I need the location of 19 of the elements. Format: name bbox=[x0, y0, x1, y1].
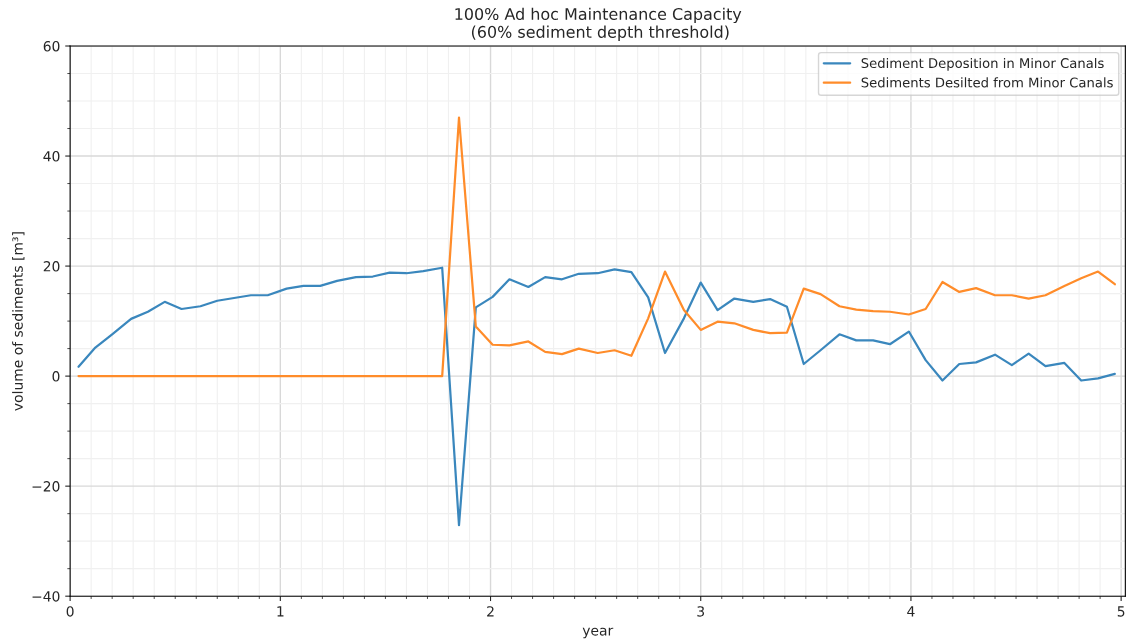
x-tick-label: 1 bbox=[277, 606, 284, 617]
x-tick-label: 0 bbox=[66, 606, 74, 617]
y-axis-title: volume of sediments [m³] bbox=[12, 232, 25, 411]
y-tick-label: −40 bbox=[32, 591, 60, 602]
x-tick-label: 3 bbox=[697, 606, 705, 617]
y-tick-label: 20 bbox=[43, 261, 60, 272]
x-axis-title: year bbox=[582, 627, 614, 639]
y-tick-label: 0 bbox=[52, 371, 60, 382]
line-series bbox=[77, 116, 1116, 378]
x-tick-label: 2 bbox=[487, 606, 494, 617]
legend-label: Sediments Desilted from Minor Canals bbox=[861, 77, 1113, 88]
y-tick-label: 40 bbox=[43, 151, 60, 162]
x-tick-label: 4 bbox=[907, 606, 915, 617]
legend-label: Sediment Deposition in Minor Canals bbox=[861, 57, 1104, 71]
y-tick-label: 60 bbox=[43, 40, 60, 52]
line-series bbox=[77, 266, 1116, 527]
x-tick-label: 5 bbox=[1117, 606, 1125, 617]
y-tick-label: −20 bbox=[32, 481, 60, 492]
chart-title: 100% Ad hoc Maintenance Capacity (60% sediment depth threshold) bbox=[455, 7, 742, 41]
